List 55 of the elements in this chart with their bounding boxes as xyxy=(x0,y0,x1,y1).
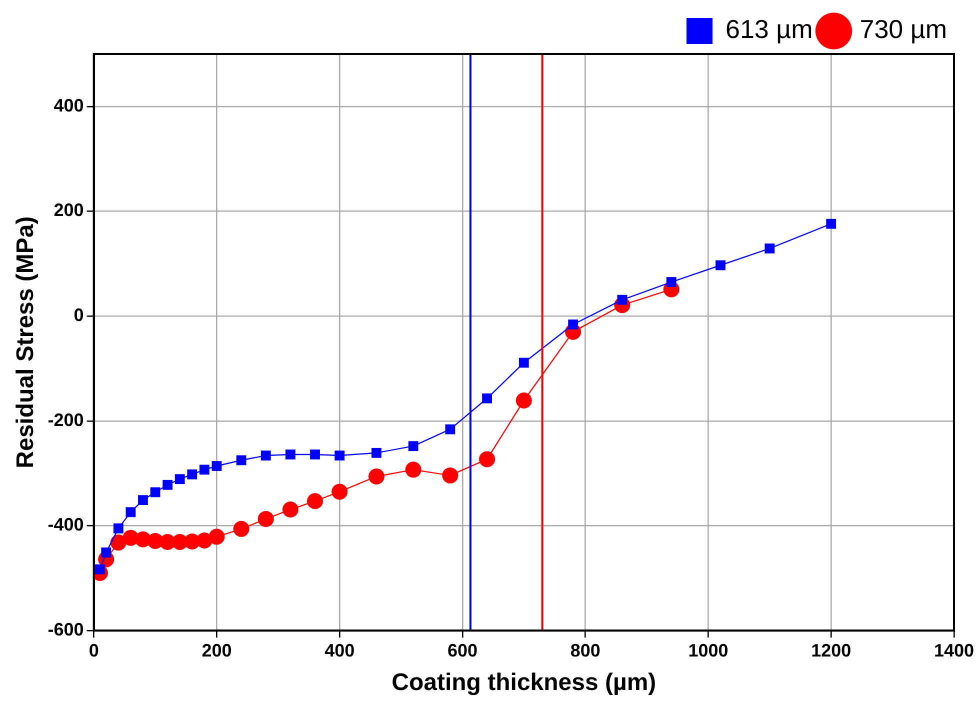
point xyxy=(445,424,456,434)
point xyxy=(826,218,836,229)
point xyxy=(258,510,274,527)
y-tick-label: -600 xyxy=(48,620,84,640)
point xyxy=(138,495,148,506)
x-tick-label: 200 xyxy=(202,640,232,660)
point xyxy=(307,493,324,510)
y-tick-label: -400 xyxy=(48,514,84,535)
point xyxy=(233,520,250,537)
point xyxy=(368,468,384,484)
point xyxy=(162,480,173,490)
point xyxy=(716,260,726,270)
point xyxy=(285,450,296,460)
point xyxy=(334,450,345,460)
point xyxy=(236,455,246,466)
y-tick-label: 0 xyxy=(74,305,84,326)
point xyxy=(568,320,578,330)
y-tick-label: 200 xyxy=(54,200,84,220)
y-tick-label: 400 xyxy=(54,95,84,116)
x-tick-label: 1400 xyxy=(934,640,974,660)
x-axis-title: Coating thickness (µm) xyxy=(392,669,656,696)
legend-label: 613 µm xyxy=(726,14,813,44)
point xyxy=(208,528,225,545)
x-tick-label: 1200 xyxy=(811,640,852,660)
point xyxy=(764,244,775,254)
point xyxy=(666,277,676,287)
x-tick-label: 400 xyxy=(324,640,355,660)
point xyxy=(479,451,496,468)
point xyxy=(113,523,124,534)
point xyxy=(126,507,136,518)
point xyxy=(199,464,210,475)
x-tick-label: 800 xyxy=(570,640,600,660)
legend-label: 730 µm xyxy=(860,14,948,44)
point xyxy=(310,450,320,460)
point xyxy=(150,487,160,498)
y-axis-title: Residual Stress (MPa) xyxy=(12,216,40,468)
point xyxy=(187,469,198,480)
point xyxy=(174,474,185,484)
point xyxy=(442,467,458,484)
point xyxy=(516,392,532,408)
x-tick-label: 1000 xyxy=(688,640,728,660)
x-tick-label: 0 xyxy=(88,640,99,660)
point xyxy=(212,461,222,471)
point xyxy=(282,502,298,518)
point xyxy=(101,548,112,558)
point xyxy=(408,441,418,452)
point xyxy=(482,393,492,404)
y-tick-label: -200 xyxy=(48,410,84,430)
point xyxy=(260,450,271,460)
point xyxy=(617,294,628,305)
point xyxy=(518,358,529,368)
point xyxy=(332,484,348,500)
point xyxy=(372,448,382,458)
x-tick-label: 600 xyxy=(447,640,478,660)
point xyxy=(405,462,422,478)
